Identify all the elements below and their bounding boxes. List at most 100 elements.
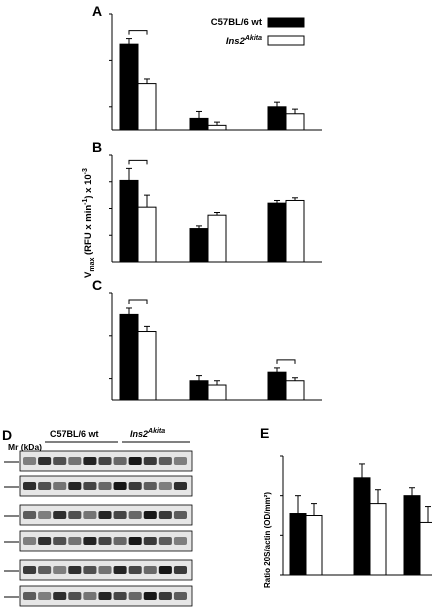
bar-wt-kidney <box>119 313 139 401</box>
significance-bracket <box>128 299 148 304</box>
bar-wt-heart <box>189 228 209 263</box>
blot-band <box>98 537 112 545</box>
blot-band <box>83 511 97 519</box>
blot-band <box>128 482 142 490</box>
shared-y-axis-label: Vmax (RFU x min-1) x 10-3 <box>82 168 96 278</box>
blot-band <box>113 482 127 490</box>
blot-band <box>113 566 127 574</box>
blot-band <box>143 511 157 519</box>
blot-band <box>83 566 97 574</box>
blot-band <box>68 592 82 600</box>
blot-block-aorta <box>4 559 193 607</box>
bar-akita-kidney <box>305 515 323 576</box>
bar-akita-kidney <box>137 331 157 401</box>
blot-group-wt: C57BL/6 wt <box>50 429 99 439</box>
blot-band <box>113 511 127 519</box>
blot-group-akita: Ins2Akita <box>130 428 165 439</box>
blot-band <box>113 537 127 545</box>
blot-band <box>173 511 187 519</box>
blot-band <box>53 566 67 574</box>
blot-band <box>68 511 82 519</box>
blot-band <box>53 537 67 545</box>
legend-label-akita: Ins2Akita <box>226 35 262 47</box>
blot-band <box>23 592 37 600</box>
charts-layer <box>109 13 432 576</box>
blot-band <box>98 592 112 600</box>
chart-panel-c <box>109 292 322 401</box>
bar-wt-aorta <box>267 106 287 131</box>
panel-label-A: A <box>92 3 102 19</box>
bar-wt-kidney <box>119 43 139 131</box>
bar-akita-aorta <box>285 199 305 263</box>
blot-band <box>98 457 112 465</box>
blot-band <box>23 566 37 574</box>
blot-band <box>68 457 82 465</box>
mr-label: Mr (kDa) <box>8 442 42 452</box>
legend-swatch-wt <box>267 17 305 28</box>
blot-band <box>173 592 187 600</box>
bar-akita-heart <box>207 124 227 131</box>
blot-band <box>128 592 142 600</box>
blot-band <box>113 592 127 600</box>
blot-band <box>128 457 142 465</box>
bar-akita-heart <box>207 214 227 263</box>
blot-band <box>173 457 187 465</box>
blot-band <box>158 566 172 574</box>
blot-band <box>173 482 187 490</box>
blot-band <box>128 537 142 545</box>
blot-band <box>68 537 82 545</box>
blot-band <box>83 537 97 545</box>
blot-band <box>128 511 142 519</box>
bar-wt-heart <box>353 477 371 576</box>
bar-wt-heart <box>189 117 209 131</box>
chart-panel-a <box>109 13 322 131</box>
blot-band <box>158 457 172 465</box>
legend: C57BL/6 wt Ins2Akita <box>211 17 305 47</box>
blot-band <box>98 566 112 574</box>
blot-band <box>38 566 52 574</box>
legend-swatch-akita <box>267 35 305 46</box>
blot-band <box>173 566 187 574</box>
panel-label-D: D <box>2 427 12 443</box>
blot-band <box>98 511 112 519</box>
blot-band <box>38 592 52 600</box>
chart-panel-e <box>280 455 432 576</box>
blot-block-kidney <box>4 450 193 497</box>
bar-wt-aorta <box>403 495 421 576</box>
blot-band <box>83 457 97 465</box>
blot-band <box>143 457 157 465</box>
western-blot-layer <box>4 450 193 607</box>
blot-band <box>143 566 157 574</box>
blot-band <box>158 537 172 545</box>
blot-band <box>23 482 37 490</box>
panel-label-E: E <box>260 425 269 441</box>
blot-band <box>143 482 157 490</box>
blot-band <box>38 511 52 519</box>
significance-bracket <box>128 159 148 165</box>
blot-band <box>173 537 187 545</box>
blot-band <box>98 482 112 490</box>
bar-akita-heart <box>207 384 227 401</box>
bar-wt-kidney <box>119 179 139 263</box>
blot-band <box>53 511 67 519</box>
blot-band <box>143 592 157 600</box>
bar-akita-heart <box>369 503 387 576</box>
blot-band <box>68 566 82 574</box>
blot-band <box>68 482 82 490</box>
legend-label-wt: C57BL/6 wt <box>211 17 263 28</box>
blot-band <box>158 482 172 490</box>
blot-band <box>113 457 127 465</box>
bar-akita-kidney <box>137 206 157 263</box>
blot-band <box>23 457 37 465</box>
chart-panel-b <box>109 154 322 263</box>
blot-band <box>83 592 97 600</box>
bar-wt-aorta <box>267 371 287 401</box>
blot-band <box>38 457 52 465</box>
blot-band <box>38 482 52 490</box>
panel-e-y-axis-label: Ratio 20S/actin (OD/mm²) <box>263 492 272 588</box>
blot-band <box>23 511 37 519</box>
blot-band <box>53 592 67 600</box>
bar-akita-kidney <box>137 83 157 131</box>
blot-band <box>83 482 97 490</box>
